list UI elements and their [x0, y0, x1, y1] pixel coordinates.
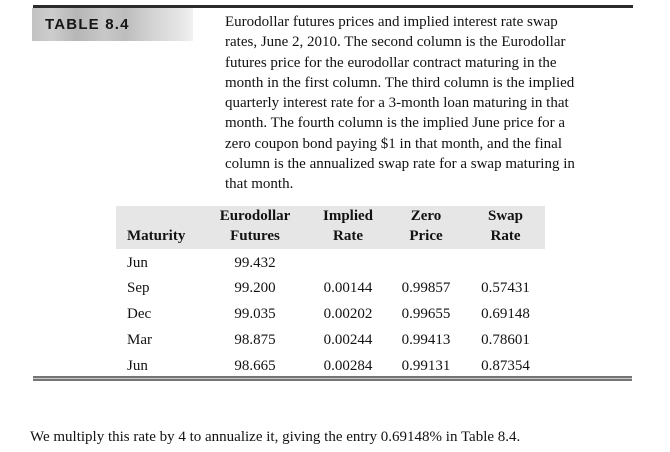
- caption-line: month. The fourth column is the implied …: [225, 115, 566, 132]
- table-cell: 98.665: [234, 357, 276, 374]
- header-row: Maturity Eurodollar Futures Implied Rate…: [116, 206, 545, 249]
- table-bottom-rule: [33, 376, 632, 381]
- table-row: Dec 99.035 0.00202 0.99655 0.69148: [116, 301, 545, 327]
- table-cell: Sep: [127, 279, 150, 296]
- table-cell: Jun: [127, 357, 148, 374]
- table-cell: 99.035: [234, 305, 276, 322]
- table-cell: 0.00144: [323, 279, 373, 296]
- table-cell: 0.99413: [401, 331, 451, 348]
- column-header-eurodollar-futures: Eurodollar Futures: [219, 208, 291, 244]
- table-cell: 0.00284: [323, 357, 373, 374]
- caption-line: zero coupon bond paying $1 in that month…: [225, 135, 563, 152]
- table-cell: Jun: [127, 255, 148, 271]
- table-cell: 0.00244: [323, 331, 373, 348]
- table-label: TABLE 8.4: [45, 16, 130, 33]
- caption-line: futures price for the eurodollar contrac…: [225, 54, 557, 71]
- table-row: Mar 98.875 0.00244 0.99413 0.78601: [116, 327, 545, 353]
- table-cell: 99.200: [234, 279, 276, 296]
- table-row: Sep 99.200 0.00144 0.99857 0.57431: [116, 275, 545, 301]
- table-cell: Mar: [127, 331, 152, 348]
- caption-line: that month.: [225, 176, 294, 193]
- table-cell: [310, 249, 386, 275]
- table-cell: 0.00202: [323, 305, 373, 322]
- table-cell: [386, 249, 466, 275]
- table-cell: 0.87354: [481, 357, 530, 374]
- caption-line: rates, June 2, 2010. The second column i…: [225, 34, 566, 51]
- table-cell: 0.99655: [401, 305, 451, 322]
- table-top-rule: [33, 5, 633, 8]
- table-row: Jun 98.665 0.00284 0.99131 0.87354: [116, 353, 545, 379]
- body-text: We multiply this rate by 4 to annualize …: [30, 429, 521, 445]
- table-label-bar: TABLE 8.4: [32, 8, 193, 41]
- caption-line: month in the first column. The third col…: [225, 74, 575, 91]
- table-cell: 99.432: [234, 255, 276, 271]
- table-cell: 0.69148: [481, 305, 530, 322]
- column-header-swap-rate: Swap Rate: [487, 208, 524, 244]
- table-cell: 98.875: [234, 331, 276, 348]
- table-cell: 0.57431: [481, 279, 530, 296]
- column-header-implied-rate: Implied Rate: [322, 208, 373, 244]
- futures-table: Maturity Eurodollar Futures Implied Rate…: [116, 206, 545, 379]
- table-cell: 0.78601: [481, 331, 530, 348]
- caption-line: quarterly interest rate for a 3-month lo…: [225, 95, 569, 112]
- table-cell: Dec: [127, 305, 152, 322]
- column-header-zero-price: Zero Price: [409, 208, 443, 244]
- caption-line: Eurodollar futures prices and implied in…: [225, 14, 558, 30]
- column-header-maturity: Maturity: [127, 228, 186, 244]
- table-cell: 0.99857: [401, 279, 451, 296]
- table-row: Jun 99.432: [116, 249, 545, 275]
- caption-line: column is the annualized swap rate for a…: [225, 156, 575, 173]
- table-caption: Eurodollar futures prices and implied in…: [225, 12, 575, 195]
- table-cell: [466, 249, 545, 275]
- table-cell: 0.99131: [401, 357, 451, 374]
